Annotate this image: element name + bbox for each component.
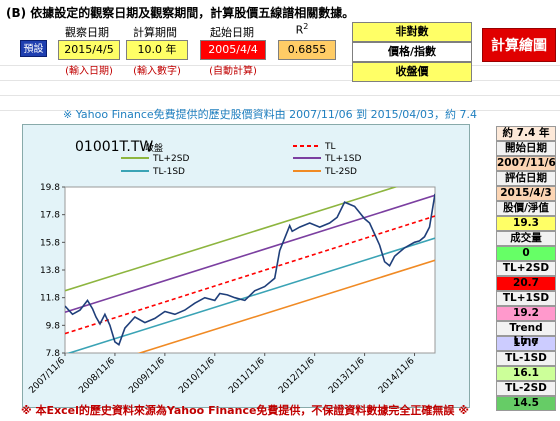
x-tick-label: 2007/11/6	[27, 356, 67, 396]
side-panel-cell: 0	[496, 246, 556, 261]
footer-note: ※ 本Excel的歷史資料來源為Yahoo Finance免費提供，不保證資料數…	[21, 404, 469, 417]
r2-label-text: R	[295, 23, 304, 37]
x-tick-label: 2011/11/6	[227, 356, 267, 396]
trend-line	[65, 187, 399, 292]
side-panel-cell: 19.3	[496, 216, 556, 231]
y-tick-label: 15.8	[40, 238, 60, 248]
start-date-note: (自動計算)	[209, 66, 257, 77]
trend-line	[65, 194, 435, 313]
obs-date-note: (輸入日期)	[65, 66, 113, 77]
side-panel-cell: 19.2	[496, 306, 556, 321]
r2-label-sup: 2	[303, 22, 309, 31]
y-tick-label: 7.8	[46, 349, 61, 359]
series-label: 收盤	[145, 142, 163, 154]
y-tick-label: 9.8	[46, 321, 61, 331]
side-panel-cell: TL-1SD	[496, 351, 556, 366]
side-panel-cell: 14.5	[496, 396, 556, 411]
side-panel: 約 7.4 年開始日期 2007/11/6 評估日期 2015/4/3 股價/淨值 19.…	[496, 126, 556, 411]
x-tick-label: 2009/11/6	[127, 356, 167, 396]
r2-label: R2	[282, 22, 322, 37]
preset-button[interactable]: 預設	[20, 40, 47, 57]
legend-entry: TL+1SD	[324, 154, 361, 164]
price-field-option[interactable]: 收盤價	[352, 62, 472, 82]
side-panel-cell: 17.7	[496, 336, 556, 351]
chart-area: 01001T.TW 收盤 TL TL+2SD TL+1SD TL-1SD TL-2SD 19.…	[22, 124, 470, 408]
calc-draw-button[interactable]: 計算繪圖	[482, 28, 556, 62]
obs-date-input[interactable]: 2015/4/5	[58, 40, 120, 60]
side-panel-cell: 20.7	[496, 276, 556, 291]
period-label: 計算期間	[133, 26, 177, 39]
start-date-value: 2005/4/4	[200, 40, 266, 60]
y-tick-label: 11.8	[40, 294, 60, 304]
side-panel-cell: 評估日期	[496, 171, 556, 186]
side-panel-cell: TL+2SD	[496, 261, 556, 276]
period-note: (輸入數字)	[133, 66, 181, 77]
side-panel-cell: Trend Line	[496, 321, 556, 347]
trend-line	[65, 215, 435, 335]
y-tick-label: 17.8	[40, 211, 60, 221]
side-panel-cell: 股價/淨值	[496, 201, 556, 216]
x-tick-label: 2012/11/6	[277, 356, 317, 396]
price-type-option[interactable]: 價格/指數	[352, 42, 472, 62]
x-tick-label: 2013/11/6	[327, 356, 367, 396]
obs-date-label: 觀察日期	[65, 26, 109, 39]
y-tick-label: 13.8	[40, 266, 60, 276]
legend-entry: TL+2SD	[152, 154, 189, 164]
side-panel-cell: TL+1SD	[496, 291, 556, 306]
side-panel-cell: 2015/4/3	[496, 186, 556, 201]
chart-title: 01001T.TW	[75, 139, 153, 155]
x-tick-label: 2014/11/6	[377, 356, 417, 396]
x-tick-label: 2010/11/6	[177, 356, 217, 396]
plot-area	[64, 186, 436, 354]
r2-value: 0.6855	[278, 40, 336, 60]
side-panel-cell: 開始日期	[496, 141, 556, 156]
page-title: (B) 依據設定的觀察日期及觀察期間，計算股價五線譜相關數據。	[6, 6, 355, 20]
legend-entry: TL-2SD	[324, 167, 357, 177]
legend-entry: TL	[324, 142, 336, 152]
side-panel-cell: TL-2SD	[496, 381, 556, 396]
price-series-line	[65, 193, 435, 346]
x-tick-label: 2008/11/6	[77, 356, 117, 396]
start-date-label: 起始日期	[210, 26, 254, 39]
side-panel-cell: 約 7.4 年	[496, 126, 556, 141]
legend-entry: TL-1SD	[152, 167, 185, 177]
scale-option[interactable]: 非對數	[352, 22, 472, 42]
trend-line	[137, 259, 435, 353]
side-panel-cell: 16.1	[496, 366, 556, 381]
side-panel-cell: 成交量	[496, 231, 556, 246]
y-tick-label: 19.8	[40, 183, 60, 193]
side-panel-cell: 2007/11/6	[496, 156, 556, 171]
period-input[interactable]: 10.0 年	[126, 40, 188, 60]
